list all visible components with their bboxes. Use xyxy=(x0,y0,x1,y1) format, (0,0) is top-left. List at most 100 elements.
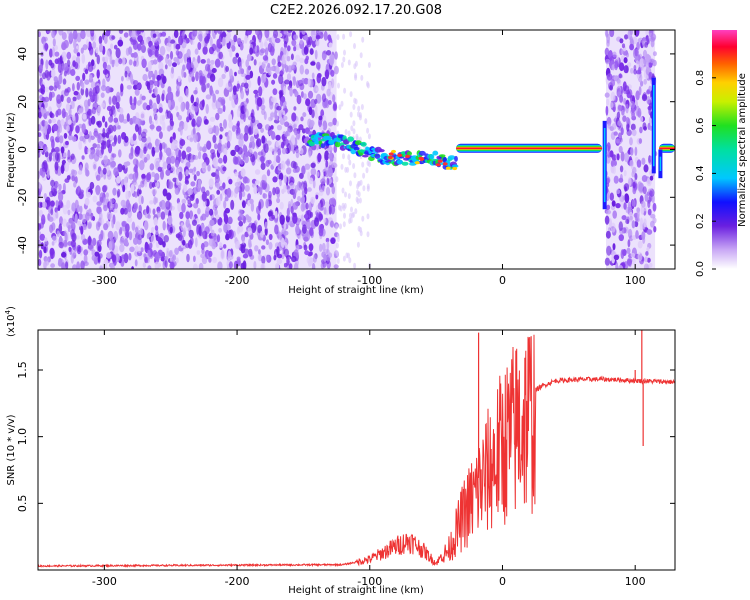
noise-blob xyxy=(635,230,639,239)
noise-blob xyxy=(253,185,258,195)
noise-blob xyxy=(108,96,112,106)
signal-peak xyxy=(414,161,420,165)
noise-blob xyxy=(316,37,320,47)
noise-blob xyxy=(70,239,77,248)
noise-blob xyxy=(84,105,88,113)
noise-blob xyxy=(274,186,280,195)
noise-blob xyxy=(325,186,331,196)
noise-blob xyxy=(134,259,138,267)
noise-blob xyxy=(95,47,99,54)
noise-blob xyxy=(611,154,617,162)
noise-blob xyxy=(153,80,158,87)
noise-blob xyxy=(74,62,79,69)
noise-blob xyxy=(159,115,163,125)
noise-blob xyxy=(321,53,327,60)
noise-blob xyxy=(297,181,302,191)
noise-blob xyxy=(44,240,49,247)
carrier-line xyxy=(456,147,603,150)
noise-blob xyxy=(604,257,611,266)
noise-blob xyxy=(293,188,297,197)
noise-blob xyxy=(617,120,622,127)
noise-blob xyxy=(38,140,43,147)
noise-blob xyxy=(181,198,187,205)
noise-blob xyxy=(189,71,195,78)
noise-blob xyxy=(169,50,174,60)
noise-blob xyxy=(328,100,332,105)
noise-blob xyxy=(205,94,212,100)
noise-blob xyxy=(273,151,277,162)
noise-blob xyxy=(354,208,358,215)
noise-blob xyxy=(59,55,63,65)
noise-blob xyxy=(155,236,162,242)
noise-blob xyxy=(212,157,219,167)
noise-blob xyxy=(351,212,354,219)
noise-blob xyxy=(615,138,621,144)
noise-blob xyxy=(265,239,269,246)
noise-blob xyxy=(112,187,117,196)
noise-blob xyxy=(649,175,654,181)
noise-blob xyxy=(63,62,69,72)
noise-blob xyxy=(623,202,627,210)
noise-blob xyxy=(201,39,205,48)
noise-blob xyxy=(72,96,77,102)
spectrogram-signal xyxy=(306,77,675,210)
noise-blob xyxy=(149,181,153,189)
noise-blob xyxy=(94,131,99,138)
noise-blob xyxy=(201,213,207,221)
noise-blob xyxy=(622,106,626,113)
noise-blob xyxy=(623,183,630,192)
noise-blob xyxy=(290,160,297,169)
noise-blob xyxy=(228,178,233,185)
noise-blob xyxy=(249,135,255,144)
noise-blob xyxy=(63,132,68,139)
noise-blob xyxy=(41,96,45,102)
noise-blob xyxy=(178,171,183,182)
noise-blob xyxy=(609,102,614,109)
noise-blob xyxy=(638,86,642,96)
noise-blob xyxy=(262,59,268,65)
noise-blob xyxy=(64,89,69,97)
noise-blob xyxy=(216,234,221,243)
noise-blob xyxy=(147,232,152,238)
noise-blob xyxy=(166,163,172,171)
noise-blob xyxy=(279,179,282,187)
noise-blob xyxy=(340,100,344,107)
noise-blob xyxy=(618,221,623,232)
noise-blob xyxy=(352,128,356,135)
noise-blob xyxy=(66,96,72,104)
noise-blob xyxy=(616,189,621,195)
noise-blob xyxy=(275,262,280,269)
noise-blob xyxy=(641,94,648,102)
noise-blob xyxy=(76,204,81,213)
noise-blob xyxy=(272,160,277,167)
noise-blob xyxy=(616,153,620,161)
noise-blob xyxy=(283,85,287,96)
noise-blob xyxy=(274,168,279,174)
noise-blob xyxy=(267,62,271,68)
noise-blob xyxy=(52,46,55,58)
noise-blob xyxy=(265,124,270,131)
noise-blob xyxy=(132,158,139,166)
noise-blob xyxy=(161,142,166,149)
noise-blob xyxy=(241,191,246,197)
x-tick-label: -100 xyxy=(357,575,382,588)
noise-blob xyxy=(154,182,160,188)
signal-peak xyxy=(405,154,410,158)
noise-blob xyxy=(293,106,297,111)
noise-blob xyxy=(127,203,132,213)
noise-blob xyxy=(190,181,196,187)
noise-blob xyxy=(79,164,83,173)
noise-blob xyxy=(139,160,145,171)
noise-blob xyxy=(641,157,646,165)
noise-blob xyxy=(181,150,187,160)
noise-blob xyxy=(234,71,237,77)
noise-blob xyxy=(613,131,618,136)
noise-blob xyxy=(244,155,249,164)
noise-blob xyxy=(295,43,300,51)
noise-blob xyxy=(261,245,266,250)
noise-blob xyxy=(301,190,305,197)
noise-blob xyxy=(630,108,636,116)
noise-blob xyxy=(653,226,657,233)
noise-blob xyxy=(128,173,134,180)
noise-blob xyxy=(208,208,214,216)
